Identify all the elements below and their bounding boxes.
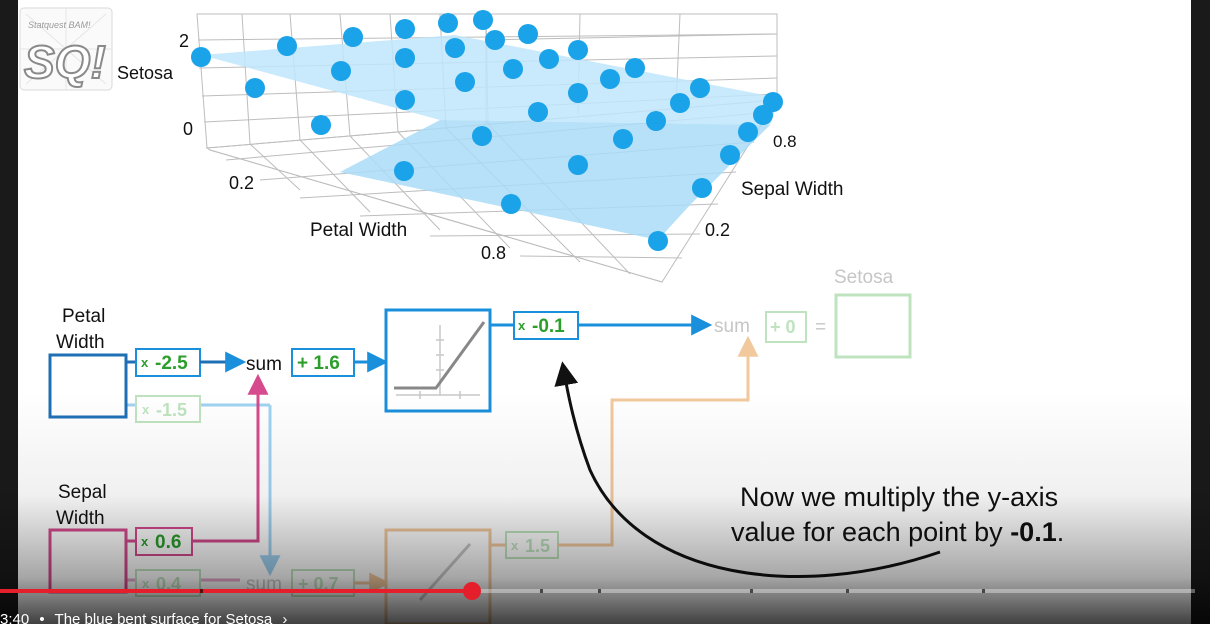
z-tick-2: 2: [179, 31, 189, 51]
data-point: [455, 72, 475, 92]
data-point: [518, 24, 538, 44]
times-sign: x: [141, 534, 149, 549]
statquest-logo: Statquest BAM! SQ!: [19, 7, 113, 91]
petal-tick-0-2: 0.2: [229, 173, 254, 193]
logo-text: SQ!: [24, 36, 106, 88]
weight-sepal-top: 0.6: [155, 532, 181, 553]
chapter-marker: [846, 589, 849, 593]
data-point: [395, 48, 415, 68]
data-point: [568, 83, 588, 103]
data-point: [438, 13, 458, 33]
data-point: [670, 93, 690, 113]
data-point: [646, 111, 666, 131]
chevron-right-icon[interactable]: ›: [282, 611, 288, 624]
data-point: [331, 61, 351, 81]
chapter-title[interactable]: The blue bent surface for Setosa: [54, 611, 273, 624]
data-point: [501, 194, 521, 214]
data-point: [568, 40, 588, 60]
final-bias-box: [765, 311, 807, 343]
final-sum-label: sum: [714, 316, 750, 337]
relu-curve: [394, 321, 486, 390]
relu-activation-box: [384, 308, 492, 413]
chapter-marker: [598, 589, 601, 593]
sepal-tick-0-8: 0.8: [773, 132, 797, 151]
data-point: [277, 36, 297, 56]
data-point: [720, 145, 740, 165]
data-point: [395, 90, 415, 110]
data-point: [692, 178, 712, 198]
data-point: [445, 38, 465, 58]
final-bias: + 0: [770, 317, 796, 337]
z-axis-label: Setosa: [117, 63, 174, 83]
chapter-marker: [540, 589, 543, 593]
time-separator: •: [39, 611, 45, 624]
data-point: [485, 30, 505, 50]
times-sign: x: [518, 318, 526, 333]
output-label: Setosa: [834, 267, 894, 288]
input-petal-label-line2: Width: [56, 332, 105, 353]
data-point: [472, 126, 492, 146]
plot-3d: 2 Setosa 0 0.2 Petal Width 0.8 0.8 Sepal…: [117, 10, 843, 283]
input-sepal-label-line2: Width: [56, 508, 105, 529]
faded-output: sum + 0 = Setosa: [714, 267, 912, 359]
current-time: 3:40: [0, 611, 30, 624]
data-points: [191, 10, 783, 251]
times-sign: x: [511, 538, 519, 553]
times-sign: x: [141, 355, 149, 370]
time-and-chapter: 3:40 • The blue bent surface for Setosa …: [0, 611, 293, 624]
weight-out-top: -0.1: [532, 316, 565, 337]
data-point: [613, 129, 633, 149]
chapter-marker: [982, 589, 985, 593]
data-point: [191, 47, 211, 67]
petal-tick-0-8: 0.8: [481, 243, 506, 263]
annotation-line2: value for each point by -0.1.: [731, 517, 1064, 547]
weight-petal-bottom: -1.5: [156, 400, 187, 420]
input-sepal-node: [48, 528, 128, 594]
data-point: [648, 231, 668, 251]
bias-box-top: [291, 348, 355, 377]
bias-top: + 1.6: [297, 353, 340, 374]
data-point: [600, 69, 620, 89]
input-petal-node: [48, 353, 128, 419]
data-point: [503, 59, 523, 79]
progress-scrubber-handle[interactable]: [463, 582, 482, 600]
annotation-line1: Now we multiply the y-axis: [740, 482, 1058, 512]
sepal-tick-0-2: 0.2: [705, 220, 730, 240]
data-point: [539, 49, 559, 69]
chapter-marker: [200, 589, 203, 593]
chapter-marker: [750, 589, 753, 593]
data-point: [690, 78, 710, 98]
data-point: [753, 105, 773, 125]
input-sepal-label-line1: Sepal: [58, 482, 107, 503]
weight-petal-top: -2.5: [155, 353, 188, 374]
data-point: [528, 102, 548, 122]
z-tick-0: 0: [183, 119, 193, 139]
data-point: [395, 19, 415, 39]
data-point: [738, 122, 758, 142]
input-petal-label-line1: Petal: [62, 306, 105, 327]
petal-axis-label: Petal Width: [310, 220, 407, 241]
data-point: [245, 78, 265, 98]
data-point: [625, 58, 645, 78]
equals-sign: =: [815, 317, 826, 338]
data-point: [343, 27, 363, 47]
sum-top-label: sum: [246, 354, 282, 375]
times-sign: x: [142, 402, 150, 417]
output-box: [834, 293, 912, 359]
sepal-axis-label: Sepal Width: [741, 179, 843, 200]
data-point: [394, 161, 414, 181]
weight-out-bottom: 1.5: [525, 536, 550, 556]
progress-fill: [0, 589, 473, 593]
progress-bar[interactable]: [0, 582, 1195, 600]
data-point: [568, 155, 588, 175]
relu-box-bottom: [384, 528, 492, 624]
data-point: [473, 10, 493, 30]
logo-small-text: Statquest BAM!: [28, 20, 91, 30]
bent-surface: [201, 35, 780, 240]
data-point: [311, 115, 331, 135]
